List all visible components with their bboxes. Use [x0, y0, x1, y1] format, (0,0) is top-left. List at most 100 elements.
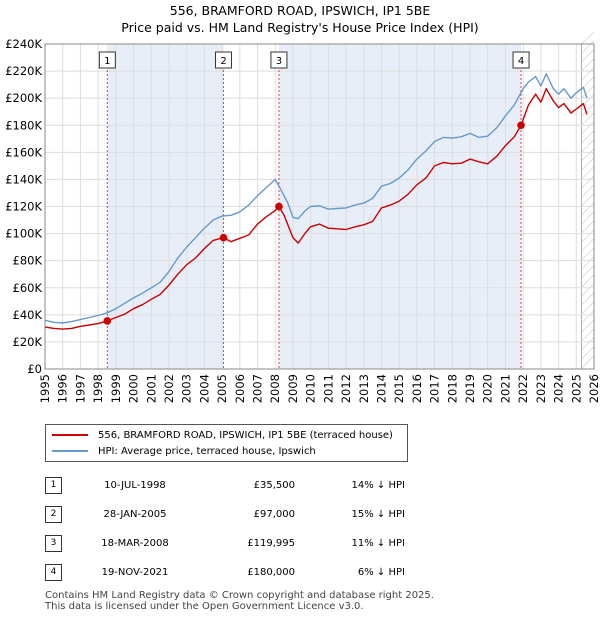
x-tick-label: 2015: [392, 374, 406, 403]
sale-label-box: [98, 51, 116, 69]
x-tick-label: 1996: [56, 374, 70, 403]
sale-label-box: [512, 51, 530, 69]
forecast-hatch: [581, 328, 595, 342]
table-row: 4 19-NOV-2021 £180,000 6% ↓ HPI: [45, 558, 405, 587]
forecast-hatch: [581, 157, 595, 171]
forecast-hatch: [581, 193, 595, 207]
y-tick-label: £80K: [13, 254, 43, 268]
x-tick-label: 2018: [445, 374, 459, 403]
footer: Contains HM Land Registry data © Crown c…: [45, 590, 434, 612]
chart-title: 556, BRAMFORD ROAD, IPSWICH, IP1 5BE: [169, 3, 431, 18]
table-row: 1 10-JUL-1998 £35,500 14% ↓ HPI: [45, 471, 405, 500]
y-tick-label: £240K: [5, 37, 42, 51]
plot-border: [44, 43, 595, 370]
x-tick-label: 1995: [38, 374, 52, 403]
forecast-hatch: [581, 67, 595, 81]
forecast-hatch: [581, 274, 595, 288]
sale-price: £35,500: [253, 480, 295, 491]
legend: 556, BRAMFORD ROAD, IPSWICH, IP1 5BE (te…: [45, 424, 408, 462]
forecast-hatch: [581, 256, 595, 270]
sale-label-box: [215, 51, 233, 69]
forecast-hatch: [581, 355, 595, 369]
forecast-hatch: [581, 301, 595, 315]
y-tick-label: £60K: [13, 281, 43, 295]
forecast-hatch: [581, 58, 595, 72]
x-tick-label: 2024: [552, 374, 566, 403]
legend-label-hpi: HPI: Average price, terraced house, Ipsw…: [98, 445, 316, 457]
x-tick-label: 2003: [180, 374, 194, 403]
y-tick-label: £220K: [5, 64, 42, 78]
table-row: 3 18-MAR-2008 £119,995 11% ↓ HPI: [45, 529, 405, 558]
sale-label-box: [270, 51, 288, 69]
y-tick-label: £180K: [5, 118, 42, 132]
x-tick-label: 2005: [215, 374, 229, 403]
sale-hpi-diff: 14% ↓ HPI: [351, 480, 405, 491]
forecast-hatch: [581, 175, 595, 189]
x-tick-label: 2020: [481, 374, 495, 403]
legend-label-property: 556, BRAMFORD ROAD, IPSWICH, IP1 5BE (te…: [98, 429, 393, 441]
x-tick-label: 2014: [374, 374, 388, 403]
sale-date: 18-MAR-2008: [101, 538, 169, 549]
x-tick-label: 1997: [73, 374, 87, 403]
price-chart: 1 2 3 4 £0 £20K £40K £60K £80K £100K £120K £140K £16…: [5, 31, 600, 403]
forecast-hatch: [581, 283, 595, 297]
sale-label-number: 2: [220, 56, 226, 67]
sale-date: 28-JAN-2005: [103, 509, 167, 520]
x-tick-label: 2017: [428, 374, 442, 403]
x-tick-label: 2007: [251, 374, 265, 403]
x-tick-label: 2002: [162, 374, 176, 403]
y-tick-label: £140K: [5, 172, 42, 186]
x-tick-label: 2008: [268, 374, 282, 403]
forecast-hatch: [581, 49, 595, 63]
footer-copyright: Contains HM Land Registry data © Crown c…: [45, 590, 434, 601]
sale-date: 19-NOV-2021: [101, 567, 169, 578]
forecast-hatch: [581, 247, 595, 261]
y-tick-label: £160K: [5, 145, 42, 159]
transactions-table: 1 10-JUL-1998 £35,500 14% ↓ HPI 2 28-JAN…: [45, 471, 405, 587]
x-tick-label: 2026: [587, 374, 600, 403]
y-tick-label: £40K: [13, 308, 43, 322]
x-tick-label: 2009: [286, 374, 300, 403]
legend-item-property: 556, BRAMFORD ROAD, IPSWICH, IP1 5BE (te…: [52, 428, 393, 442]
sale-number-badge: 2: [45, 506, 62, 523]
x-tick-label: 2019: [463, 374, 477, 403]
x-tick-label: 1999: [109, 374, 123, 403]
x-tick-label: 2010: [304, 374, 318, 403]
x-tick-label: 1998: [91, 374, 105, 403]
x-tick-label: 2004: [197, 374, 211, 403]
sale-point: [103, 317, 112, 325]
sale-number-badge: 3: [45, 535, 62, 552]
forecast-hatch: [581, 202, 595, 216]
sale-price: £119,995: [247, 538, 295, 549]
chart-title-block: 556, BRAMFORD ROAD, IPSWICH, IP1 5BE Pri…: [0, 2, 600, 36]
x-tick-label: 2006: [233, 374, 247, 403]
sale-number-badge: 1: [45, 477, 62, 494]
sale-number-badge: 4: [45, 564, 62, 581]
forecast-hatch: [581, 130, 595, 144]
forecast-hatch: [581, 238, 595, 252]
x-tick-label: 2021: [498, 374, 512, 403]
table-row: 2 28-JAN-2005 £97,000 15% ↓ HPI: [45, 500, 405, 529]
forecast-hatch: [581, 211, 595, 225]
forecast-hatch: [581, 148, 595, 162]
sale-hpi-diff: 11% ↓ HPI: [351, 538, 405, 549]
legend-swatch-hpi: [52, 450, 88, 452]
y-tick-label: £100K: [5, 227, 42, 241]
x-tick-label: 2011: [321, 374, 335, 403]
y-tick-label: £20K: [13, 335, 43, 349]
forecast-hatch: [581, 184, 595, 198]
forecast-hatch: [581, 112, 595, 126]
forecast-hatch: [581, 139, 595, 153]
series-line-hpi: [44, 73, 588, 324]
y-tick-label: £0: [27, 362, 42, 376]
sale-point: [517, 121, 525, 130]
forecast-hatch: [581, 337, 595, 351]
forecast-hatch: [581, 229, 595, 243]
x-tick-label: 2000: [127, 374, 141, 403]
footer-licence: This data is licensed under the Open Gov…: [45, 601, 364, 612]
x-tick-label: 2023: [534, 374, 548, 403]
x-tick-label: 2022: [516, 374, 530, 403]
forecast-hatch: [581, 121, 595, 135]
forecast-hatch: [581, 166, 595, 180]
forecast-hatch: [581, 346, 595, 360]
